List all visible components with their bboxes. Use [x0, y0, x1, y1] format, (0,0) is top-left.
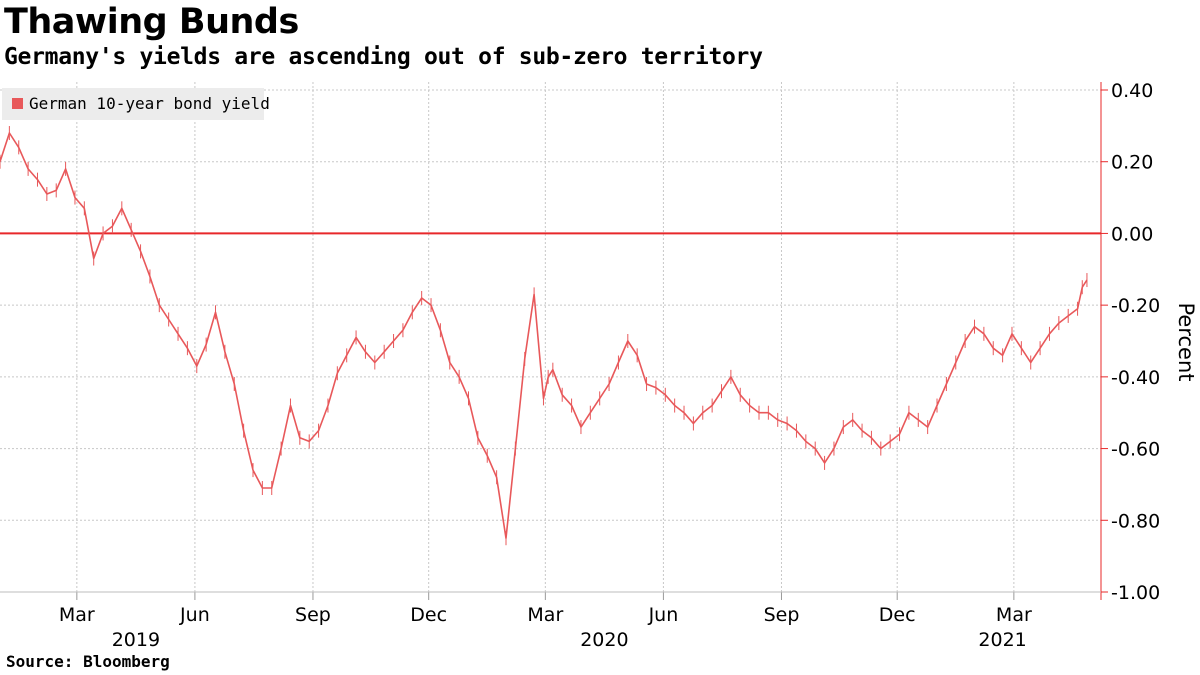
y-axis-label: Percent [1174, 302, 1198, 382]
x-tick-label: Jun [179, 604, 210, 626]
legend: German 10-year bond yield [2, 88, 270, 120]
x-year-label: 2019 [112, 629, 160, 651]
x-tick-label: Mar [59, 604, 95, 626]
x-tick-label: Mar [996, 604, 1032, 626]
x-year-label: 2021 [978, 629, 1026, 651]
series-line [0, 132, 1088, 540]
x-tick-label: Mar [527, 604, 563, 626]
x-year-label: 2020 [580, 629, 628, 651]
y-tick-label: 0.20 [1111, 152, 1153, 174]
x-tick-label: Jun [648, 604, 679, 626]
chart-title: Thawing Bunds [4, 2, 299, 42]
y-tick-label: 0.40 [1111, 80, 1153, 102]
legend-swatch [12, 98, 23, 109]
legend-label: German 10-year bond yield [29, 94, 270, 113]
y-tick-label: 0.00 [1111, 223, 1153, 245]
y-tick-label: -0.20 [1111, 295, 1160, 317]
x-tick-label: Dec [879, 604, 916, 626]
chart-subtitle: Germany's yields are ascending out of su… [4, 44, 763, 70]
x-tick-label: Sep [295, 604, 331, 626]
y-tick-label: -0.60 [1111, 439, 1160, 461]
source-note: Source: Bloomberg [6, 652, 170, 671]
y-tick-label: -0.80 [1111, 510, 1160, 532]
y-tick-label: -0.40 [1111, 367, 1160, 389]
x-tick-label: Dec [410, 604, 447, 626]
y-tick-label: -1.00 [1111, 582, 1160, 604]
x-tick-label: Sep [764, 604, 800, 626]
